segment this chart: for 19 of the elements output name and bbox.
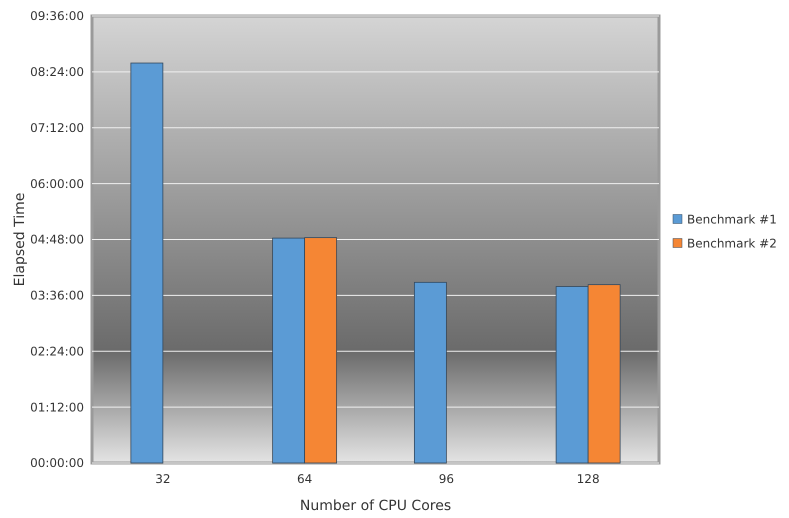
y-axis-title: Elapsed Time: [12, 192, 28, 286]
y-tick-label: 08:24:00: [30, 65, 84, 80]
x-tick-label: 64: [296, 472, 312, 486]
y-tick-label: 06:00:00: [30, 176, 84, 191]
y-tick-label: 07:12:00: [30, 120, 84, 135]
y-tick-label: 00:00:00: [30, 456, 84, 470]
x-tick-label: 128: [576, 472, 600, 486]
legend-label: Benchmark #1: [687, 212, 777, 227]
bar: [130, 62, 164, 464]
x-tick-label: 96: [438, 472, 454, 486]
y-tick-label: 01:12:00: [30, 400, 84, 414]
legend-label: Benchmark #2: [687, 236, 777, 251]
y-tick-label: 09:36:00: [30, 9, 84, 24]
y-tick-label: 04:48:00: [30, 232, 84, 247]
x-tick-label: 32: [155, 472, 171, 486]
y-tick-label: 02:24:00: [30, 344, 84, 358]
y-tick-label: 03:36:00: [30, 288, 84, 303]
bar: [414, 282, 447, 464]
x-axis-title: Number of CPU Cores: [300, 498, 452, 514]
